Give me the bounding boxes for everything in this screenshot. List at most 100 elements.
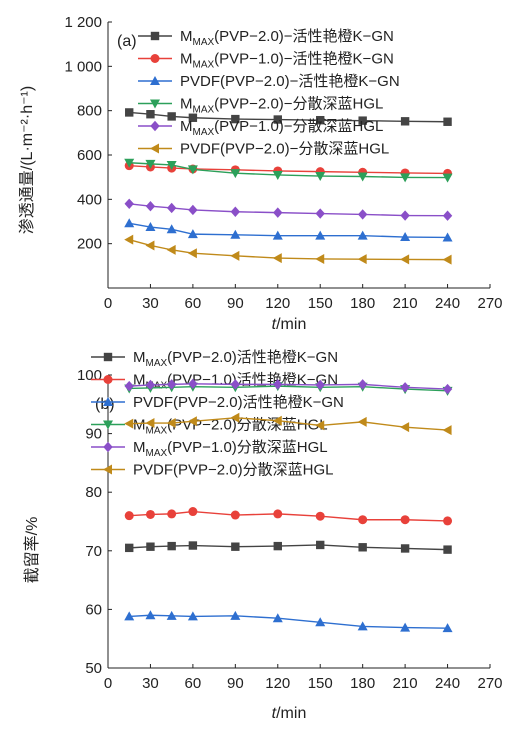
legend-marker <box>150 76 160 85</box>
data-point <box>443 545 452 554</box>
y-tick-label: 600 <box>77 147 102 164</box>
series-5 <box>124 198 453 221</box>
data-point <box>273 509 283 519</box>
data-point <box>272 230 283 240</box>
legend-label-sub: MAX <box>193 60 215 71</box>
series-line <box>129 544 448 551</box>
data-point <box>124 511 134 521</box>
legend-marker <box>150 99 160 109</box>
data-point <box>400 254 410 265</box>
data-point <box>442 173 453 183</box>
data-point <box>400 544 410 553</box>
y-tick-label: 1 200 <box>64 14 102 31</box>
y-tick-label: 1 000 <box>64 58 102 75</box>
data-point <box>230 412 240 423</box>
data-point <box>187 416 197 427</box>
data-point <box>231 114 240 124</box>
data-point <box>442 232 453 242</box>
y-axis-label: 渗透通量/(L·m⁻²·h⁻¹) <box>18 86 36 234</box>
series-line <box>129 417 448 431</box>
data-point <box>187 248 197 259</box>
x-tick-label: 180 <box>350 675 375 692</box>
data-point <box>400 173 411 183</box>
y-tick-label: 50 <box>85 660 102 677</box>
data-point <box>145 201 156 212</box>
x-axis-label-var: t <box>272 705 277 722</box>
x-tick-label: 90 <box>227 675 244 692</box>
data-point <box>188 541 198 550</box>
series-4 <box>124 158 453 183</box>
legend-marker <box>103 375 113 384</box>
data-point <box>272 253 282 264</box>
data-point <box>145 222 156 232</box>
data-point <box>357 254 367 265</box>
data-point <box>400 422 410 433</box>
y-tick-label: 800 <box>77 103 102 120</box>
data-point <box>124 380 134 392</box>
x-tick-label: 240 <box>435 295 460 312</box>
data-point <box>124 234 134 245</box>
data-point <box>273 207 283 218</box>
data-point <box>145 509 155 519</box>
data-point <box>442 210 453 221</box>
x-axis-label-unit: /min <box>276 316 306 333</box>
data-point <box>188 204 198 216</box>
data-point <box>167 541 176 551</box>
data-point <box>442 425 452 436</box>
data-point <box>145 418 155 429</box>
data-point <box>272 415 282 426</box>
x-tick-label: 180 <box>350 295 375 312</box>
legend-label: PVDF(PVP−2.0)分散深蓝HGL <box>133 462 333 479</box>
legend-label: MMAX(PVP−2.0)−分散深蓝HGL <box>180 96 383 116</box>
data-point <box>230 229 241 239</box>
legend-label: PVDF(PVP−2.0)−活性艳橙K−GN <box>180 73 400 90</box>
data-point <box>231 542 240 551</box>
legend-label-main: M <box>180 51 193 68</box>
y-tick-label: 90 <box>85 426 102 443</box>
data-point <box>272 613 283 623</box>
data-point <box>316 115 325 125</box>
legend-marker <box>103 397 113 406</box>
data-point <box>358 116 367 125</box>
y-tick-label: 80 <box>85 484 102 501</box>
legend-label-main: PVDF(PVP−2.0)活性艳橙K−GN <box>133 394 344 411</box>
data-point <box>357 379 368 390</box>
data-point <box>230 206 241 217</box>
data-point <box>145 159 156 169</box>
legend-label-main: M <box>180 96 193 113</box>
legend-label-main: M <box>133 349 146 366</box>
y-tick-label: 200 <box>77 236 102 253</box>
data-point <box>124 158 135 168</box>
data-point <box>230 510 240 520</box>
panel-label: (a) <box>117 33 137 50</box>
x-tick-label: 150 <box>308 295 333 312</box>
legend-marker <box>103 441 113 453</box>
data-point <box>124 198 134 209</box>
data-point <box>400 232 411 242</box>
legend-marker <box>150 120 160 132</box>
data-point <box>124 611 135 621</box>
data-point <box>315 617 326 627</box>
data-point <box>166 160 177 170</box>
legend-label-sub: MAX <box>146 381 168 392</box>
series-6 <box>124 234 452 265</box>
data-point <box>273 115 282 124</box>
legend-label: MMAX(PVP−1.0)分散深蓝HGL <box>133 439 328 459</box>
legend-label: MMAX(PVP−1.0)−分散深蓝HGL <box>180 118 383 138</box>
legend-label-sub: MAX <box>193 105 215 116</box>
x-tick-label: 210 <box>393 675 418 692</box>
legend-label-main: PVDF(PVP−2.0)分散深蓝HGL <box>133 462 333 479</box>
series-line <box>129 203 448 217</box>
series-3 <box>124 610 453 633</box>
data-point <box>145 379 156 391</box>
x-tick-label: 60 <box>185 295 202 312</box>
x-tick-label: 270 <box>477 675 502 692</box>
series-2 <box>124 507 453 526</box>
data-point <box>357 172 368 182</box>
series-line <box>129 510 448 522</box>
y-axis-label: 截留率/% <box>23 517 41 584</box>
series-line <box>129 111 448 123</box>
series-line <box>129 222 448 239</box>
series-line <box>129 239 448 261</box>
